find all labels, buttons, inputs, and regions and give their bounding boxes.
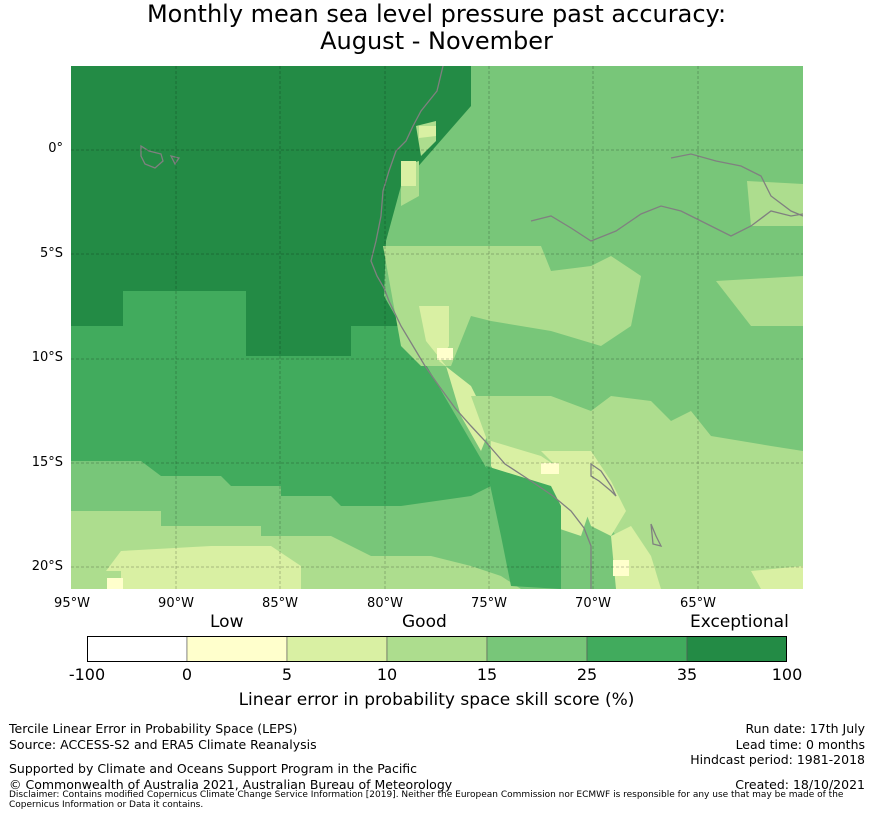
footer-created: Created: 18/10/2021 xyxy=(735,777,865,792)
colorbar-cell xyxy=(586,636,688,662)
footer-hindcast: Hindcast period: 1981-2018 xyxy=(690,752,865,767)
coastline xyxy=(140,66,803,589)
lat-label-15s: 15°S xyxy=(31,455,63,470)
footer-supported: Supported by Climate and Oceans Support … xyxy=(9,761,418,776)
lat-label-5s: 5°S xyxy=(39,246,63,261)
chart-title-line2: August - November xyxy=(320,27,553,55)
footer-disclaimer: Disclaimer: Contains modified Copernicus… xyxy=(9,790,844,810)
colorbar-cell xyxy=(386,636,488,662)
colorbar-tick: 100 xyxy=(771,665,803,684)
colorbar-cell xyxy=(286,636,388,662)
lon-label-80w: 80°W xyxy=(367,596,403,611)
lon-label-65w: 65°W xyxy=(680,596,716,611)
footer-lead-time: Lead time: 0 months xyxy=(735,737,865,752)
colorbar-tick: 0 xyxy=(181,665,193,684)
colorbar-tick: -100 xyxy=(68,665,106,684)
gridlines xyxy=(71,66,803,589)
colorbar-cell xyxy=(87,636,188,662)
lon-label-90w: 90°W xyxy=(158,596,194,611)
category-exceptional: Exceptional xyxy=(690,612,789,632)
skill-map xyxy=(71,66,803,589)
footer-leps: Tercile Linear Error in Probability Spac… xyxy=(9,721,298,736)
lat-label-10s: 10°S xyxy=(31,350,63,365)
lat-label-20s: 20°S xyxy=(31,559,63,574)
lon-label-70w: 70°W xyxy=(575,596,611,611)
footer-source: Source: ACCESS-S2 and ERA5 Climate Reana… xyxy=(9,737,317,752)
chart-title-line1: Monthly mean sea level pressure past acc… xyxy=(146,0,727,28)
category-low: Low xyxy=(210,612,244,632)
lat-label-0: 0° xyxy=(48,141,63,156)
category-good: Good xyxy=(402,612,447,632)
colorbar-cell xyxy=(686,636,787,662)
colorbar-label: Linear error in probability space skill … xyxy=(238,690,635,710)
footer-copyright: © Commonwealth of Australia 2021, Austra… xyxy=(9,777,453,792)
colorbar-tick: 10 xyxy=(376,665,398,684)
colorbar-tick: 15 xyxy=(476,665,498,684)
lon-label-95w: 95°W xyxy=(54,596,90,611)
colorbar-cell xyxy=(486,636,588,662)
colorbar-tick: 25 xyxy=(576,665,598,684)
lon-label-75w: 75°W xyxy=(471,596,507,611)
skill-field xyxy=(71,66,803,589)
colorbar xyxy=(87,636,787,662)
footer-run-date: Run date: 17th July xyxy=(745,721,866,736)
colorbar-cell xyxy=(186,636,288,662)
lon-label-85w: 85°W xyxy=(262,596,298,611)
colorbar-tick: 35 xyxy=(676,665,698,684)
colorbar-tick: 5 xyxy=(281,665,293,684)
